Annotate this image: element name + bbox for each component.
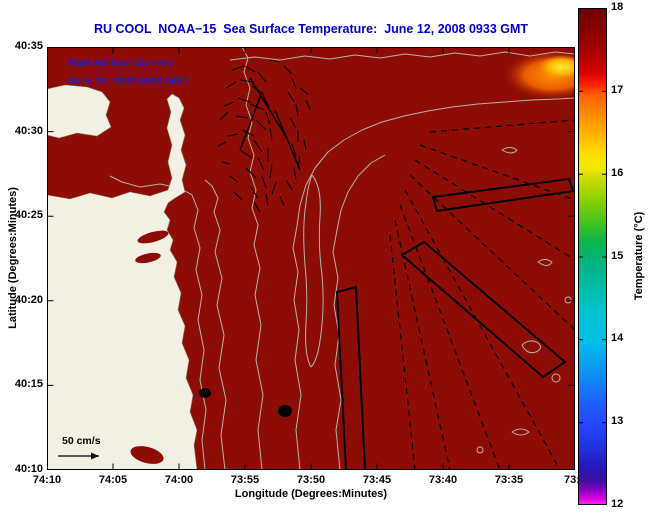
surface-current-vectors (217, 59, 311, 213)
colorbar-tick-label: 16 (611, 167, 624, 179)
x-tick-label: 74:05 (98, 474, 128, 486)
current-annotation-line2: June 12, 2008 0930 GMT (68, 75, 189, 87)
x-tick-label: 73:50 (296, 474, 326, 486)
station-dot (199, 388, 211, 398)
x-tick-label: 73:40 (428, 474, 458, 486)
y-tick-label: 40:20 (14, 294, 43, 306)
station-dots (199, 388, 292, 417)
velocity-scale-label: 50 cm/s (62, 435, 101, 447)
y-tick-label: 40:25 (14, 209, 43, 221)
river-inlets (130, 230, 169, 464)
y-tick-label: 40:30 (14, 125, 43, 137)
radar-bearing-lines (389, 119, 576, 471)
figure-title: RU COOL NOAA−15 Sea Surface Temperature:… (93, 22, 529, 36)
colorbar-tick-label: 17 (611, 84, 624, 96)
current-annotation-line1: Raw Surface Current (68, 57, 172, 69)
land-mask (46, 84, 198, 471)
colorbar-tick-label: 14 (611, 332, 624, 344)
map-plot: Raw Surface Current June 12, 2008 0930 G… (46, 46, 605, 471)
y-tick-label: 40:10 (14, 463, 43, 475)
colorbar-axis-label: Temperature (°C) (633, 211, 645, 301)
velocity-scale: 50 cm/s (58, 435, 101, 460)
colorbar-tick-label: 12 (611, 498, 624, 510)
colorbar-canvas (578, 8, 607, 505)
x-tick-label: 73:45 (362, 474, 392, 486)
scale-arrow-head (91, 452, 99, 460)
y-tick-label: 40:35 (14, 40, 43, 52)
x-tick-label: 73:35 (494, 474, 524, 486)
colorbar-border (578, 8, 607, 505)
y-tick-label: 40:15 (14, 378, 43, 390)
colorbar-tick-label: 18 (611, 1, 624, 13)
x-tick-label: 74:10 (32, 474, 62, 486)
x-axis-label: Longitude (Degrees:Minutes) (234, 488, 388, 500)
sst-contour-lines (109, 46, 576, 471)
x-tick-label: 73:55 (230, 474, 260, 486)
station-dot (278, 405, 292, 417)
sst-map-canvas: Raw Surface Current June 12, 2008 0930 G… (46, 46, 605, 471)
new-jersey-coast-land (46, 93, 198, 471)
colorbar (578, 8, 607, 505)
survey-box-east (400, 240, 567, 379)
plot-border (47, 47, 575, 470)
survey-box-northeast (431, 177, 575, 213)
colorbar-tick-label: 13 (611, 415, 624, 427)
x-tick-label: 74:00 (164, 474, 194, 486)
staten-island-land (46, 84, 112, 139)
colorbar-tick-label: 15 (611, 250, 624, 262)
